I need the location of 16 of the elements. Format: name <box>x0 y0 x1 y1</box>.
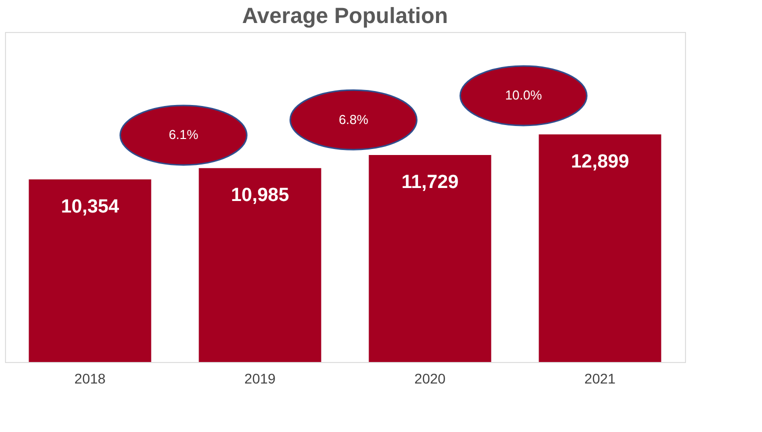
data-label: 10,985 <box>230 185 290 206</box>
x-tick-label: 2019 <box>244 370 276 386</box>
data-label: 12,899 <box>570 151 630 172</box>
text: 6.8% <box>338 112 369 127</box>
bar <box>368 155 492 362</box>
text: 10.0% <box>505 88 542 103</box>
x-tick-label: 2018 <box>74 370 106 386</box>
data-label: 10,354 <box>60 196 120 218</box>
x-tick-label: 2020 <box>414 370 446 386</box>
x-tick-label: 2021 <box>584 370 616 386</box>
annotation: 6.1% <box>168 127 199 142</box>
chart-title: Average Population <box>242 3 448 28</box>
bar <box>28 179 152 362</box>
bar <box>538 134 662 362</box>
data-label: 11,729 <box>401 172 459 194</box>
bar <box>198 168 322 362</box>
